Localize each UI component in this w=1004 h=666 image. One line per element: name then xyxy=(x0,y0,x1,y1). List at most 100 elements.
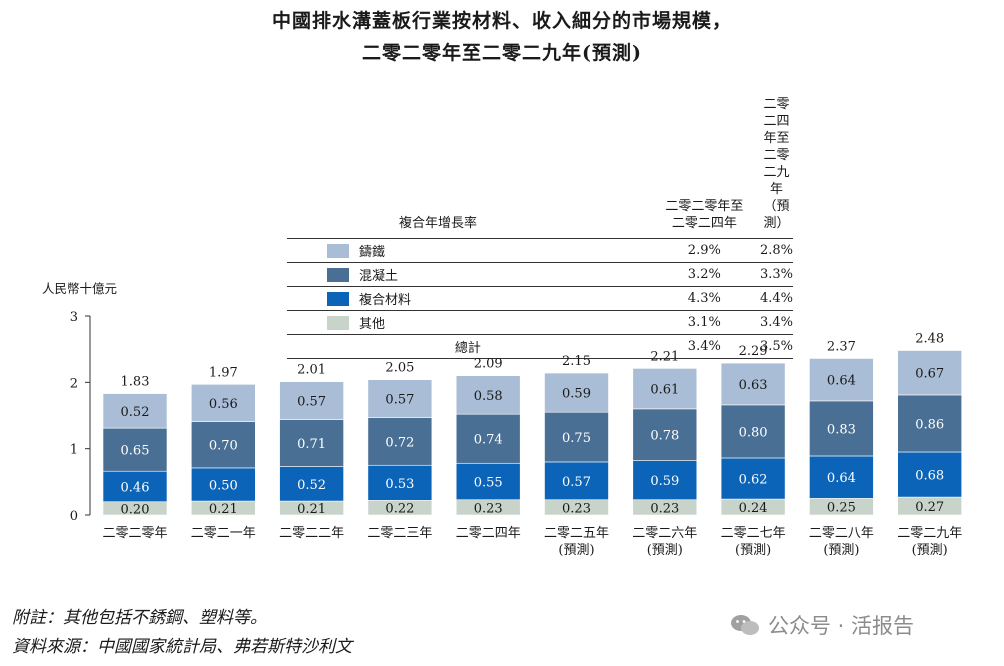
data-label: 0.65 xyxy=(121,444,150,459)
total-label: 1.97 xyxy=(209,365,238,380)
bar-segment xyxy=(809,455,874,499)
total-label: 1.83 xyxy=(121,375,150,390)
bar-segment xyxy=(632,368,698,410)
bar-segment xyxy=(367,464,433,501)
data-label: 0.25 xyxy=(827,501,856,516)
data-label: 0.27 xyxy=(915,500,944,515)
legend-label: 其他 xyxy=(359,317,386,332)
cagr-value: 3.4% xyxy=(648,334,760,359)
total-label: 2.29 xyxy=(739,344,768,359)
bar-segment xyxy=(102,427,168,472)
x-tick-label: 二零二六年 xyxy=(632,526,697,541)
x-tick-label: 二零二四年 xyxy=(456,526,521,541)
bar-segment xyxy=(720,404,786,459)
total-label: 2.05 xyxy=(385,361,414,376)
x-tick-label: 二零二二年 xyxy=(279,526,344,541)
data-label: 0.57 xyxy=(562,475,591,490)
y-tick-label: 3 xyxy=(70,310,78,325)
chart-title-line1: 中國排水溝蓋板行業按材料、收入細分的市場規模， xyxy=(271,10,732,32)
cagr-value: 3.3% xyxy=(759,262,793,287)
bar-segment xyxy=(544,461,609,501)
bar-segment xyxy=(367,379,433,418)
cagr-row-total: 總計 3.4% 3.5% xyxy=(287,334,793,359)
legend-swatch-other xyxy=(327,315,349,330)
bar-segment xyxy=(191,467,256,502)
cagr-header-label: 複合年增長率 xyxy=(287,96,649,239)
bar-segment xyxy=(102,393,168,429)
total-label: 2.37 xyxy=(827,339,856,354)
bar-segment xyxy=(632,460,698,501)
data-label: 0.56 xyxy=(209,397,238,412)
data-label: 0.55 xyxy=(474,476,503,491)
data-label: 0.21 xyxy=(297,502,326,517)
data-label: 0.68 xyxy=(915,469,944,484)
bar-segment xyxy=(897,451,963,498)
watermark: 公众号 · 活报告 xyxy=(730,610,914,640)
bar-segment xyxy=(809,400,874,457)
data-label: 0.83 xyxy=(827,422,856,437)
wechat-icon xyxy=(731,615,759,635)
data-label: 0.64 xyxy=(827,374,856,389)
data-label: 0.23 xyxy=(562,501,591,516)
x-tick-label: (預測) xyxy=(647,543,683,558)
data-label: 0.52 xyxy=(297,478,326,493)
y-tick-label: 0 xyxy=(70,509,78,524)
cagr-value: 4.3% xyxy=(648,286,760,311)
data-label: 0.59 xyxy=(650,474,679,489)
legend-swatch-cast-iron xyxy=(327,243,349,258)
x-tick-label: 二零二零年 xyxy=(102,526,167,541)
data-label: 0.86 xyxy=(915,417,944,432)
cagr-col1-header-line2: 二零二四年 xyxy=(671,216,737,231)
cagr-col1-header: 二零二零年至 二零二四年 xyxy=(648,96,760,239)
data-label: 0.59 xyxy=(562,387,591,402)
total-label: 2.15 xyxy=(562,354,591,369)
cagr-row-concrete: 混凝土 3.2% 3.3% xyxy=(287,262,793,287)
cagr-row-other: 其他 3.1% 3.4% xyxy=(287,310,793,335)
cagr-value: 3.2% xyxy=(648,262,760,287)
data-label: 0.67 xyxy=(915,367,944,382)
bar-segment xyxy=(455,375,521,415)
legend-label: 鑄鐵 xyxy=(359,245,386,260)
bar-segment xyxy=(279,466,344,502)
data-label: 0.62 xyxy=(739,473,768,488)
data-label: 0.57 xyxy=(385,393,414,408)
cagr-value: 2.9% xyxy=(648,238,760,263)
cagr-row-composite: 複合材料 4.3% 4.4% xyxy=(287,286,793,311)
data-label: 0.75 xyxy=(562,431,591,446)
total-label: 2.21 xyxy=(650,349,679,364)
data-label: 0.50 xyxy=(209,478,238,493)
data-label: 0.61 xyxy=(650,383,679,398)
data-label: 0.23 xyxy=(474,501,503,516)
source-note: 資料來源：中國國家統計局、弗若斯特沙利文 xyxy=(12,637,352,657)
total-label: 2.48 xyxy=(915,331,944,346)
data-label: 0.74 xyxy=(474,433,503,448)
bar-segment xyxy=(544,411,609,463)
data-label: 0.63 xyxy=(739,378,768,393)
legend-swatch-composite xyxy=(327,291,349,306)
legend-label: 複合材料 xyxy=(359,293,412,308)
bar-segment xyxy=(897,350,963,396)
data-label: 0.72 xyxy=(385,435,414,450)
data-label: 0.80 xyxy=(739,425,768,440)
data-label: 0.21 xyxy=(209,502,238,517)
x-tick-label: (預測) xyxy=(912,543,948,558)
cagr-value: 3.1% xyxy=(648,310,760,335)
legend-swatch-concrete xyxy=(327,267,349,282)
data-label: 0.57 xyxy=(297,395,326,410)
cagr-value: 4.4% xyxy=(759,286,793,311)
data-label: 0.46 xyxy=(121,480,150,495)
bar-segment xyxy=(897,394,963,453)
cagr-col2-header-line2: 二零二九年（預測） xyxy=(763,148,790,231)
x-tick-label: 二零二五年 xyxy=(544,526,609,541)
data-label: 0.64 xyxy=(827,471,856,486)
bar-segment xyxy=(102,470,168,503)
data-label: 0.24 xyxy=(739,501,768,516)
cagr-value: 2.8% xyxy=(759,238,793,263)
legend-label: 混凝土 xyxy=(359,269,399,284)
data-label: 0.23 xyxy=(650,501,679,516)
data-label: 0.20 xyxy=(121,502,150,517)
bar-segment xyxy=(720,457,786,500)
data-label: 0.70 xyxy=(209,439,238,454)
cagr-table: 複合年增長率 二零二零年至 二零二四年 二零二四年至 二零二九年（預測） 鑄鐵 … xyxy=(287,96,793,359)
